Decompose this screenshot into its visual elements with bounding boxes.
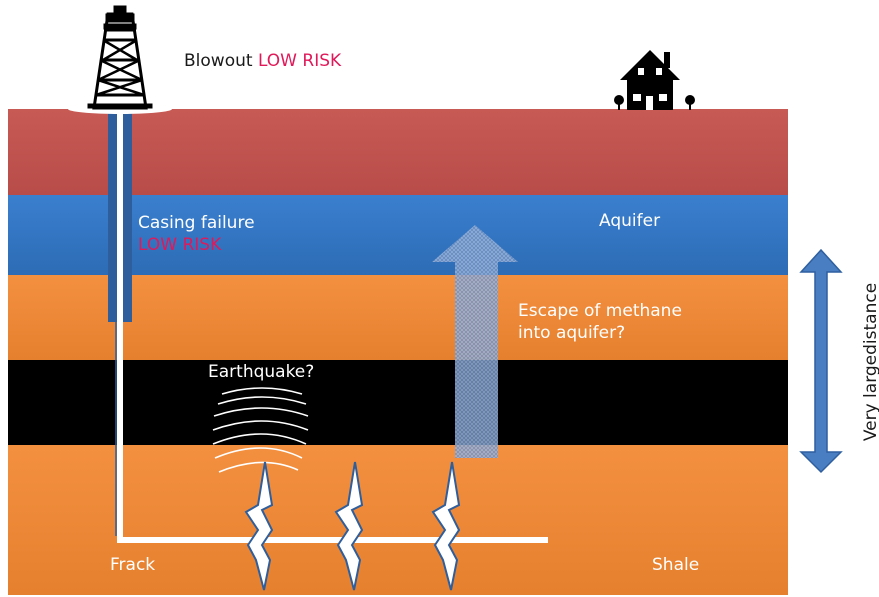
black-shale-cap-layer bbox=[8, 360, 788, 445]
escape-methane-label: Escape of methane into aquifer? bbox=[518, 300, 682, 344]
escape-line-1: Escape of methane bbox=[518, 301, 682, 321]
double-arrow-icon bbox=[799, 248, 843, 474]
blowout-label: Blowout LOW RISK bbox=[184, 50, 341, 72]
frack-label: Frack bbox=[110, 555, 156, 575]
drilling-rig-icon bbox=[68, 5, 172, 114]
blowout-text: Blowout bbox=[184, 51, 253, 71]
seismic-wave-icon bbox=[212, 387, 309, 473]
escape-line-2: into aquifer? bbox=[518, 323, 626, 344]
surface-layer bbox=[8, 109, 788, 195]
rock-layer-upper bbox=[8, 275, 788, 360]
casing-failure-label: Casing failure LOW RISK bbox=[138, 212, 255, 256]
distance-label: Very largedistance bbox=[860, 282, 879, 442]
house-icon bbox=[614, 50, 695, 110]
blowout-risk-text: LOW RISK bbox=[257, 51, 342, 71]
shale-label: Shale bbox=[652, 555, 700, 575]
casing-risk-text: LOW RISK bbox=[138, 235, 222, 256]
casing-failure-text: Casing failure bbox=[138, 213, 255, 233]
fracture-icon bbox=[244, 461, 461, 591]
aquifer-label: Aquifer bbox=[599, 211, 661, 231]
shale-layer bbox=[8, 445, 788, 595]
earthquake-label: Earthquake? bbox=[208, 362, 315, 382]
aquifer-layer bbox=[8, 195, 788, 275]
methane-escape-arrow bbox=[432, 225, 518, 458]
well-pipe bbox=[115, 108, 548, 543]
